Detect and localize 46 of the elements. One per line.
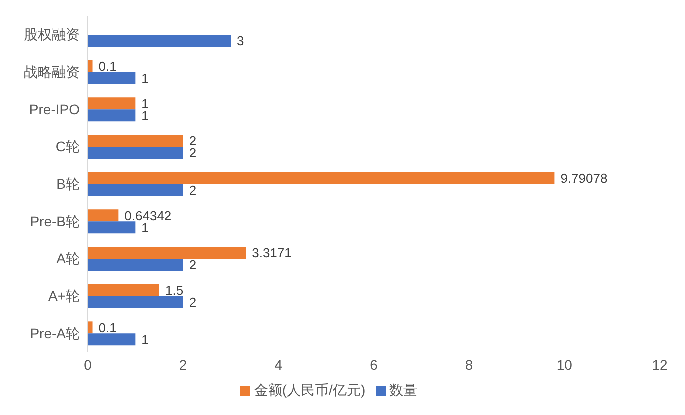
bar <box>88 284 160 296</box>
y-tick-label: A+轮 <box>48 288 80 304</box>
x-tick-label: 6 <box>370 356 378 373</box>
y-tick-label: A轮 <box>56 250 80 267</box>
y-tick-label: 战略融资 <box>24 64 80 80</box>
bar <box>88 98 136 110</box>
bar <box>88 135 184 147</box>
data-label: 3 <box>237 34 244 49</box>
y-tick-label: C轮 <box>56 138 80 155</box>
data-label: 1 <box>142 70 149 86</box>
data-label: 2 <box>189 294 197 310</box>
y-tick-label: B轮 <box>56 176 80 192</box>
y-tick-label: Pre-IPO <box>29 101 80 118</box>
bar <box>88 322 93 334</box>
bar <box>88 60 93 72</box>
x-tick-label: 8 <box>465 356 474 373</box>
bar <box>88 147 184 159</box>
data-label: 0.1 <box>98 58 117 74</box>
x-tick-label: 0 <box>84 356 92 373</box>
bar <box>88 210 119 222</box>
bar <box>88 72 136 84</box>
x-tick-label: 4 <box>274 356 283 373</box>
x-tick-label: 2 <box>179 356 188 373</box>
data-label: 9.79078 <box>560 170 608 186</box>
bar <box>88 247 246 259</box>
legend-label: 数量 <box>390 382 418 398</box>
data-label: 2 <box>189 258 197 273</box>
bar <box>88 172 555 184</box>
y-tick-label: 股权融资 <box>24 26 80 43</box>
bar <box>88 35 231 47</box>
y-tick-label: Pre-B轮 <box>30 213 80 230</box>
data-label: 1.5 <box>166 282 184 298</box>
data-label: 2 <box>189 182 197 198</box>
data-label: 3.3171 <box>252 246 292 261</box>
bar <box>88 334 136 346</box>
bar <box>88 184 184 196</box>
data-label: 1 <box>142 332 149 348</box>
x-tick-label: 12 <box>652 356 668 373</box>
bar <box>88 222 136 234</box>
bar <box>88 110 136 122</box>
y-tick-label: Pre-A轮 <box>30 325 80 342</box>
data-label: 0.1 <box>98 320 117 336</box>
bar <box>88 259 184 271</box>
legend-label: 金额(人民币/亿元) <box>254 382 366 398</box>
x-tick-label: 10 <box>556 356 573 373</box>
bar <box>88 296 184 308</box>
